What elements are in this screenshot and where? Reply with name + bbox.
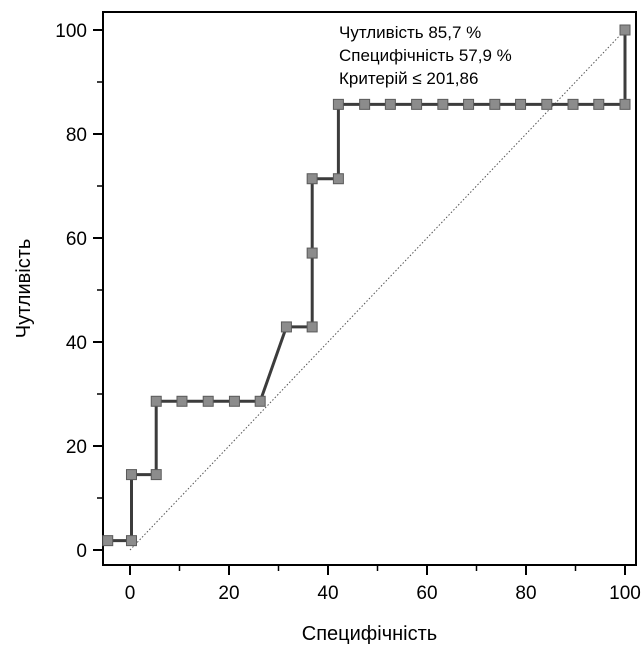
x-axis-title: Специфічність: [302, 623, 437, 645]
data-point: [515, 98, 527, 110]
data-point: [567, 98, 579, 110]
x-tick-label: 0: [125, 583, 136, 604]
reference-line: [129, 29, 626, 551]
data-point: [202, 395, 214, 407]
data-point: [306, 247, 318, 259]
data-point: [150, 469, 162, 481]
data-point: [437, 98, 449, 110]
data-point: [619, 98, 631, 110]
y-axis-title: Чутливість: [13, 239, 35, 339]
y-tick-label: 0: [76, 541, 87, 562]
data-point: [384, 98, 396, 110]
data-point: [619, 24, 631, 36]
annotation-sensitivity: Чутливість 85,7 %: [339, 23, 481, 42]
data-point: [306, 321, 318, 333]
data-point: [463, 98, 475, 110]
y-tick-label: 100: [55, 21, 87, 42]
data-point: [332, 173, 344, 185]
data-point: [228, 395, 240, 407]
data-point: [541, 98, 553, 110]
x-tick-label: 100: [609, 583, 641, 604]
data-point: [306, 173, 318, 185]
axes: [93, 11, 637, 575]
annotation-criterion: Критерій ≤ 201,86: [339, 69, 478, 88]
data-point: [125, 535, 137, 547]
data-point: [125, 469, 137, 481]
y-tick-label: 40: [66, 333, 87, 354]
x-tick-label: 80: [515, 583, 536, 604]
diagonal-reference-line: [129, 29, 626, 551]
data-point: [332, 98, 344, 110]
y-tick-label: 20: [66, 437, 87, 458]
x-tick-label: 40: [317, 583, 338, 604]
tick-labels: 0 20 40 60 80 100 0 20 40 60 80 100: [55, 21, 641, 604]
y-tick-label: 80: [66, 125, 87, 146]
data-point: [150, 395, 162, 407]
data-point: [102, 535, 114, 547]
data-point: [489, 98, 501, 110]
data-point: [176, 395, 188, 407]
data-point: [359, 98, 371, 110]
y-tick-label: 60: [66, 229, 87, 250]
roc-series: [102, 24, 631, 547]
data-point: [280, 321, 292, 333]
data-point: [411, 98, 423, 110]
x-tick-label: 60: [416, 583, 437, 604]
plot-frame: [102, 11, 637, 566]
annotation-specificity: Специфічність 57,9 %: [339, 46, 512, 65]
x-tick-label: 20: [218, 583, 239, 604]
data-point: [593, 98, 605, 110]
data-point: [254, 395, 266, 407]
